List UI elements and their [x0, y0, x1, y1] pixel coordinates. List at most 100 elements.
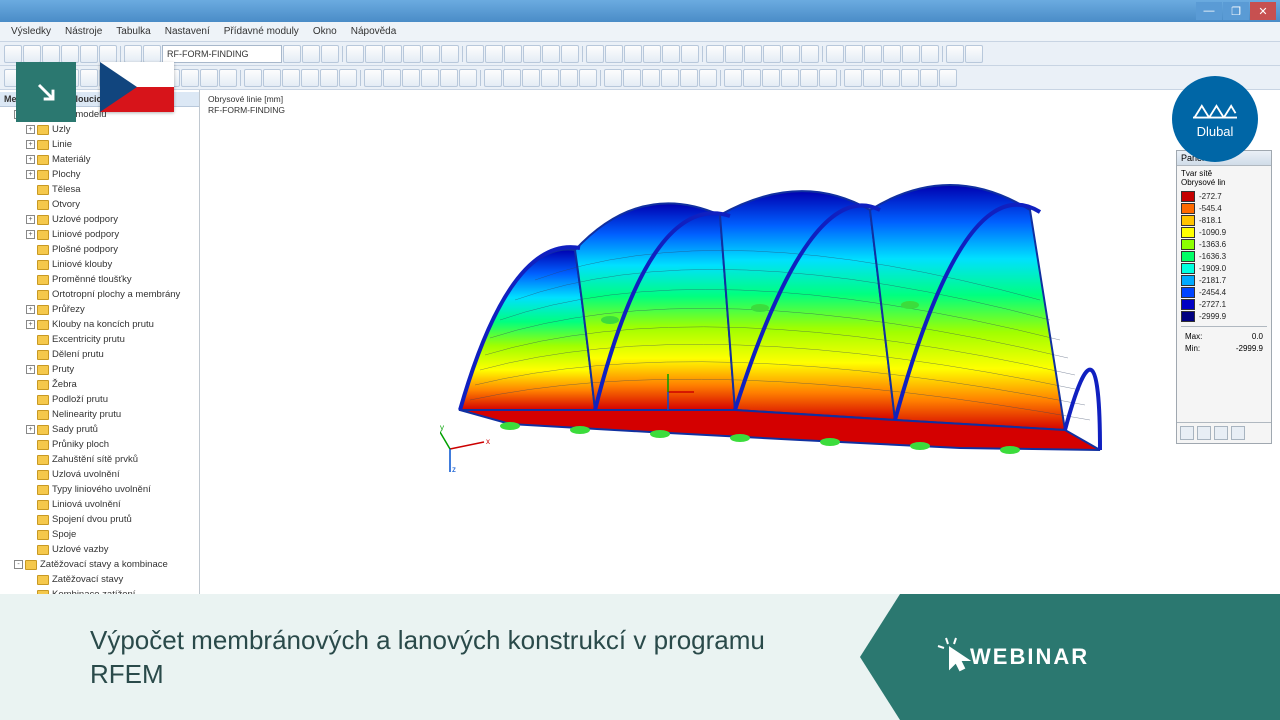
- tree-node[interactable]: +Pruty: [0, 362, 199, 377]
- toolbar-button[interactable]: [642, 69, 660, 87]
- toolbar-button[interactable]: [541, 69, 559, 87]
- toolbar-button[interactable]: [99, 45, 117, 63]
- close-button[interactable]: ✕: [1250, 2, 1276, 20]
- tree-node[interactable]: -Zatěžovací stavy a kombinace: [0, 557, 199, 572]
- menu-item[interactable]: Přídavné moduly: [217, 26, 306, 37]
- toolbar-button[interactable]: [560, 69, 578, 87]
- tree-node[interactable]: Spoje: [0, 527, 199, 542]
- menu-item[interactable]: Tabulka: [109, 26, 157, 37]
- toolbar-button[interactable]: [680, 69, 698, 87]
- tree-node[interactable]: Typy liniového uvolnění: [0, 482, 199, 497]
- tree-node[interactable]: Tělesa: [0, 182, 199, 197]
- menu-item[interactable]: Okno: [306, 26, 344, 37]
- toolbar-button[interactable]: [946, 45, 964, 63]
- tree-node[interactable]: Dělení prutu: [0, 347, 199, 362]
- toolbar-button[interactable]: [321, 45, 339, 63]
- toolbar-button[interactable]: [459, 69, 477, 87]
- toolbar-button[interactable]: [800, 69, 818, 87]
- toolbar-button[interactable]: [782, 45, 800, 63]
- toolbar-button[interactable]: [80, 69, 98, 87]
- tree-node[interactable]: Otvory: [0, 197, 199, 212]
- toolbar-button[interactable]: [623, 69, 641, 87]
- toolbar-button[interactable]: [219, 69, 237, 87]
- toolbar-button[interactable]: [561, 45, 579, 63]
- tree-node[interactable]: Průniky ploch: [0, 437, 199, 452]
- toolbar-button[interactable]: [706, 45, 724, 63]
- toolbar-button[interactable]: [466, 45, 484, 63]
- toolbar-button[interactable]: [781, 69, 799, 87]
- toolbar-button[interactable]: [604, 69, 622, 87]
- toolbar-button[interactable]: [282, 69, 300, 87]
- panel-btn-4[interactable]: [1231, 426, 1245, 440]
- toolbar-button[interactable]: [244, 69, 262, 87]
- toolbar-button[interactable]: [724, 69, 742, 87]
- toolbar-button[interactable]: [384, 45, 402, 63]
- tree-node[interactable]: +Materiály: [0, 152, 199, 167]
- expand-toggle[interactable]: +: [26, 170, 35, 179]
- minimize-button[interactable]: —: [1196, 2, 1222, 20]
- tree-node[interactable]: Zatěžovací stavy: [0, 572, 199, 587]
- toolbar-button[interactable]: [883, 45, 901, 63]
- toolbar-button[interactable]: [819, 69, 837, 87]
- toolbar-button[interactable]: [762, 69, 780, 87]
- tree-node[interactable]: Žebra: [0, 377, 199, 392]
- toolbar-button[interactable]: [523, 45, 541, 63]
- toolbar-button[interactable]: [725, 45, 743, 63]
- tree-node[interactable]: Liniové klouby: [0, 257, 199, 272]
- toolbar-button[interactable]: [364, 69, 382, 87]
- toolbar-button[interactable]: [681, 45, 699, 63]
- expand-toggle[interactable]: -: [14, 560, 23, 569]
- toolbar-button[interactable]: [661, 69, 679, 87]
- toolbar-button[interactable]: [939, 69, 957, 87]
- tree-node[interactable]: +Sady prutů: [0, 422, 199, 437]
- expand-toggle[interactable]: +: [26, 215, 35, 224]
- expand-toggle[interactable]: +: [26, 155, 35, 164]
- toolbar-button[interactable]: [965, 45, 983, 63]
- tree-node[interactable]: +Uzlové podpory: [0, 212, 199, 227]
- panel-btn-3[interactable]: [1214, 426, 1228, 440]
- expand-toggle[interactable]: +: [26, 140, 35, 149]
- menu-item[interactable]: Nápověda: [344, 26, 404, 37]
- toolbar-button[interactable]: [61, 45, 79, 63]
- toolbar-button[interactable]: [421, 69, 439, 87]
- toolbar-button[interactable]: [801, 45, 819, 63]
- toolbar-button[interactable]: [263, 69, 281, 87]
- viewport-3d[interactable]: Obrysové linie [mm]RF-FORM-FINDING: [200, 90, 1280, 594]
- tree-node[interactable]: Kombinace zatížení: [0, 587, 199, 594]
- panel-btn-1[interactable]: [1180, 426, 1194, 440]
- tree-node[interactable]: Zahuštění sítě prvků: [0, 452, 199, 467]
- toolbar-button[interactable]: [283, 45, 301, 63]
- tree-node[interactable]: Podloží prutu: [0, 392, 199, 407]
- tree-node[interactable]: Excentricity prutu: [0, 332, 199, 347]
- toolbar-button[interactable]: [383, 69, 401, 87]
- toolbar-button[interactable]: [124, 45, 142, 63]
- menu-item[interactable]: Nástroje: [58, 26, 109, 37]
- expand-toggle[interactable]: +: [26, 365, 35, 374]
- toolbar-button[interactable]: [844, 69, 862, 87]
- tree-node[interactable]: +Liniové podpory: [0, 227, 199, 242]
- toolbar-button[interactable]: [485, 45, 503, 63]
- model-tree[interactable]: Membrana_naobloucich* [form finding] -Úd…: [0, 90, 200, 594]
- toolbar-button[interactable]: [23, 45, 41, 63]
- toolbar-button[interactable]: [902, 45, 920, 63]
- expand-toggle[interactable]: +: [26, 320, 35, 329]
- toolbar-button[interactable]: [402, 69, 420, 87]
- tree-node[interactable]: +Uzly: [0, 122, 199, 137]
- toolbar-button[interactable]: [365, 45, 383, 63]
- toolbar-button[interactable]: [200, 69, 218, 87]
- toolbar-button[interactable]: [864, 45, 882, 63]
- toolbar-button[interactable]: [346, 45, 364, 63]
- tree-node[interactable]: +Linie: [0, 137, 199, 152]
- toolbar-button[interactable]: [826, 45, 844, 63]
- toolbar-button[interactable]: [579, 69, 597, 87]
- toolbar-button[interactable]: [763, 45, 781, 63]
- toolbar-button[interactable]: [901, 69, 919, 87]
- toolbar-button[interactable]: [143, 45, 161, 63]
- toolbar-button[interactable]: [605, 45, 623, 63]
- tree-node[interactable]: Proměnné tloušťky: [0, 272, 199, 287]
- toolbar-button[interactable]: [643, 45, 661, 63]
- tree-node[interactable]: +Plochy: [0, 167, 199, 182]
- toolbar-button[interactable]: [80, 45, 98, 63]
- toolbar-button[interactable]: [441, 45, 459, 63]
- toolbar-button[interactable]: [662, 45, 680, 63]
